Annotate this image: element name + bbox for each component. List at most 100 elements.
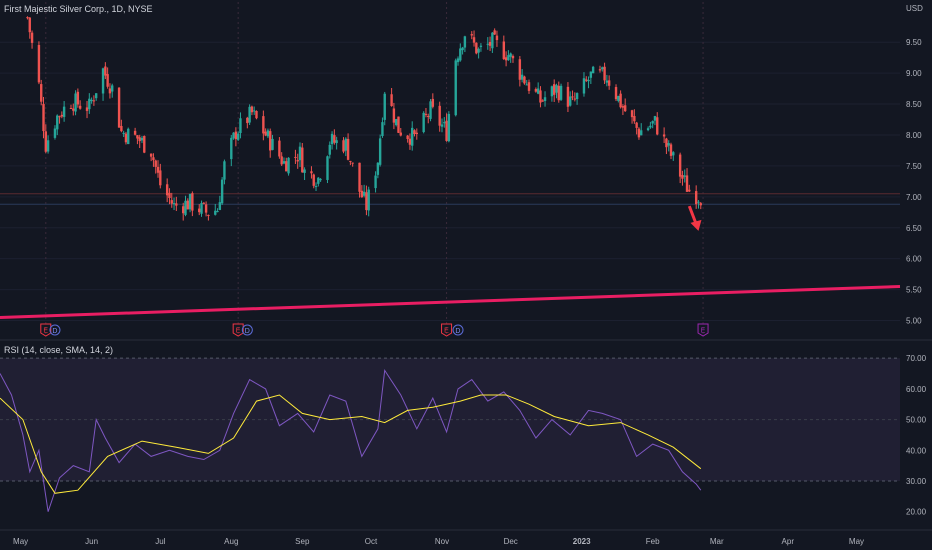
candle-body — [154, 160, 157, 167]
candle-body — [120, 125, 123, 132]
candle-body — [585, 79, 588, 81]
time-axis-tick: Sep — [295, 537, 310, 546]
candle-body — [399, 132, 402, 136]
candle-body — [266, 130, 270, 137]
candle-body — [78, 105, 82, 109]
candle-body — [378, 138, 382, 165]
candle-body — [104, 66, 107, 76]
candle-body — [200, 203, 203, 214]
candle-body — [168, 192, 171, 199]
dividend-marker-icon — [452, 324, 464, 336]
candle-body — [143, 136, 146, 153]
candle-body — [699, 203, 702, 206]
time-axis-tick: Oct — [365, 537, 378, 546]
earnings-marker-icon — [441, 323, 453, 337]
candle-body — [557, 85, 560, 101]
candle-body — [640, 130, 643, 136]
candle-body — [397, 116, 400, 133]
candle-body — [651, 121, 654, 124]
candle-body — [262, 116, 265, 134]
candle-body — [374, 175, 377, 189]
candle-body — [312, 174, 315, 186]
candle-body — [456, 58, 460, 63]
candle-body — [282, 161, 286, 164]
candle-body — [159, 170, 162, 186]
candle-body — [527, 82, 531, 91]
candle-body — [248, 106, 251, 123]
candle-body — [140, 137, 144, 141]
candle-body — [46, 140, 50, 152]
candle-body — [552, 84, 556, 95]
candle-body — [477, 48, 480, 53]
candle-body — [461, 47, 464, 51]
time-axis-tick: Apr — [782, 537, 795, 546]
candle-body — [255, 110, 258, 119]
candle-body — [362, 191, 366, 196]
candle-body — [424, 113, 428, 115]
candle-body — [294, 156, 297, 158]
candle-body — [122, 132, 125, 134]
candle-body — [406, 135, 409, 139]
candle-body — [459, 48, 462, 61]
candle-body — [328, 144, 331, 155]
rsi-axis-tick: 40.00 — [906, 446, 927, 455]
candle-body — [127, 128, 130, 145]
candle-body — [694, 191, 698, 205]
time-axis-tick: Feb — [646, 537, 660, 546]
candle-body — [443, 122, 446, 124]
candle-body — [525, 84, 528, 86]
time-axis-tick: Dec — [504, 537, 518, 546]
down-arrow-head — [690, 219, 702, 231]
time-axis-tick: May — [13, 537, 28, 546]
candle-body — [617, 95, 620, 101]
candle-body — [587, 79, 590, 82]
candle-body — [486, 43, 489, 45]
candle-body — [342, 140, 345, 152]
earnings-marker-label: E — [444, 328, 449, 335]
rsi-indicator-label[interactable]: RSI (14, close, SMA, 14, 2) — [4, 345, 114, 355]
price-axis-tick: 6.50 — [906, 224, 922, 233]
candle-body — [555, 85, 558, 93]
candle-body — [427, 115, 430, 117]
candle-body — [475, 42, 478, 54]
candle-body — [413, 130, 416, 135]
candle-body — [630, 110, 634, 118]
support-trendline — [0, 285, 901, 319]
candle-body — [85, 107, 89, 111]
candle-body — [30, 32, 34, 43]
candle-body — [108, 88, 112, 94]
price-axis-tick: 9.50 — [906, 38, 922, 47]
candle-body — [569, 96, 572, 106]
price-axis-tick: 5.50 — [906, 286, 922, 295]
rsi-axis-tick: 30.00 — [906, 477, 927, 486]
candle-body — [598, 69, 602, 71]
candle-body — [42, 103, 45, 132]
time-axis-tick: 2023 — [573, 537, 591, 546]
candle-body — [488, 41, 492, 46]
candle-body — [431, 98, 435, 107]
candle-body — [188, 193, 192, 210]
candle-body — [614, 87, 618, 100]
candle-body — [40, 84, 43, 102]
candle-body — [74, 93, 77, 112]
candle-body — [493, 30, 496, 35]
candle-body — [310, 171, 313, 174]
candle-body — [358, 162, 361, 192]
candle-body — [383, 93, 386, 120]
price-axis-tick: 9.00 — [906, 69, 922, 78]
candle-body — [438, 105, 441, 126]
price-axis-tick: 5.00 — [906, 317, 922, 326]
candle-body — [665, 138, 668, 148]
candle-body — [285, 161, 288, 172]
candle-body — [582, 78, 586, 94]
candle-body — [230, 137, 233, 160]
candle-body — [573, 98, 577, 100]
candle-body — [170, 200, 173, 204]
candle-body — [534, 89, 538, 92]
candle-body — [111, 85, 114, 92]
price-axis-tick: 7.50 — [906, 162, 922, 171]
candle-body — [319, 179, 322, 181]
price-axis-tick: 8.00 — [906, 131, 922, 140]
candle-body — [685, 175, 689, 192]
